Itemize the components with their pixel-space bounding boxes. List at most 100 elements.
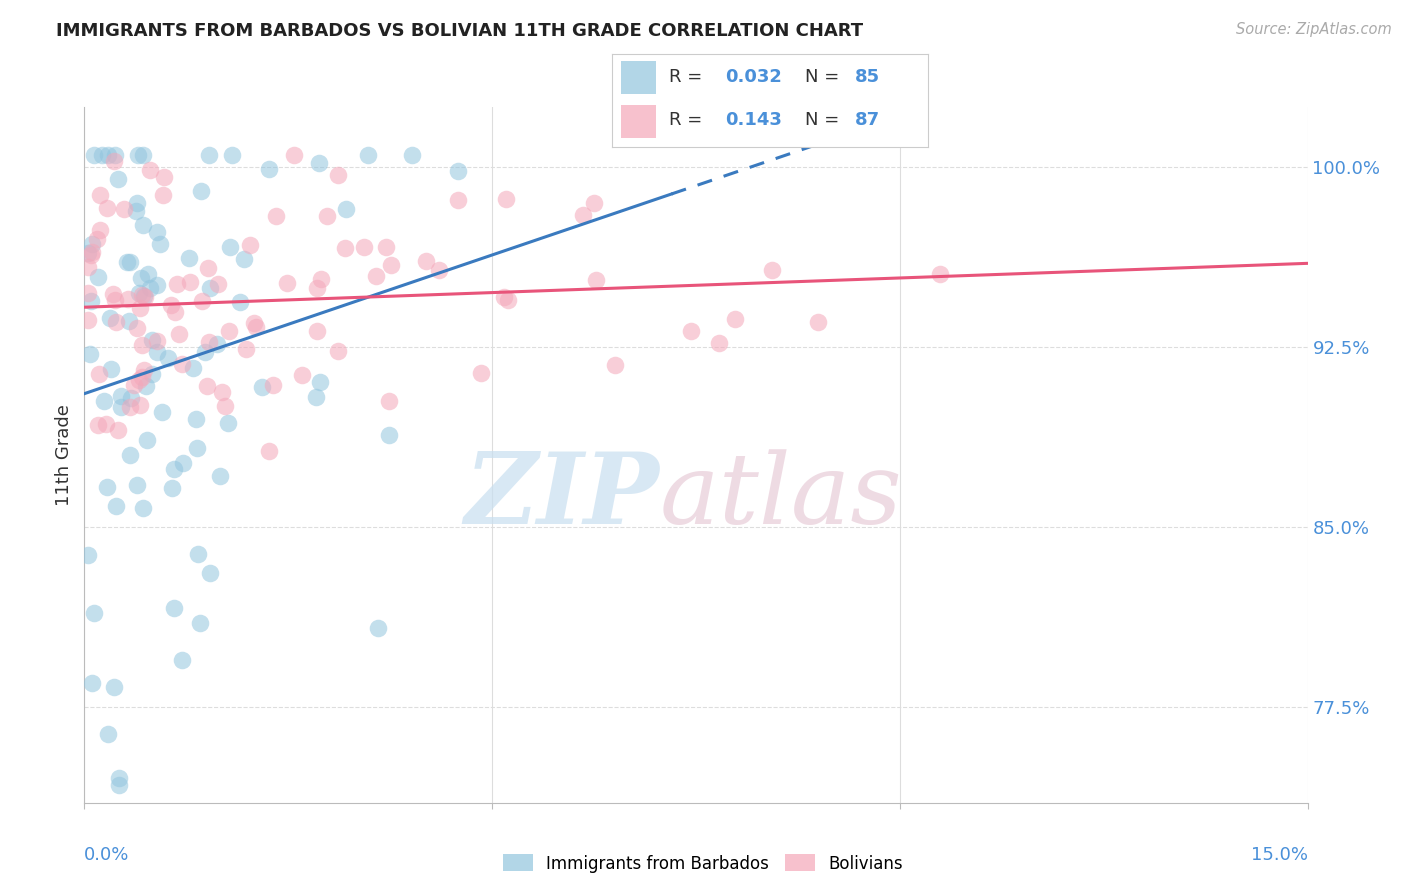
Point bbox=[89, 222, 111, 236]
Point bbox=[163, 462, 186, 476]
Point bbox=[190, 294, 212, 309]
Point bbox=[103, 153, 125, 168]
Point bbox=[200, 566, 222, 581]
Point bbox=[291, 368, 314, 382]
Point bbox=[198, 334, 221, 349]
Point bbox=[217, 416, 239, 430]
Point bbox=[153, 169, 176, 184]
Point bbox=[166, 277, 188, 291]
Point bbox=[494, 290, 516, 304]
Point bbox=[117, 293, 139, 307]
Point bbox=[152, 188, 174, 202]
Point bbox=[197, 260, 219, 275]
Point bbox=[104, 293, 127, 308]
Point bbox=[82, 675, 104, 690]
Point bbox=[125, 477, 148, 491]
Bar bbox=[621, 105, 655, 138]
Point bbox=[264, 209, 287, 223]
Point bbox=[582, 195, 605, 210]
Point bbox=[218, 324, 240, 338]
Point bbox=[96, 480, 118, 494]
Point bbox=[328, 168, 350, 182]
Text: 0.143: 0.143 bbox=[725, 112, 782, 129]
Point bbox=[128, 373, 150, 387]
Point bbox=[197, 148, 219, 162]
Point bbox=[135, 378, 157, 392]
Point bbox=[170, 652, 193, 666]
Point bbox=[127, 148, 149, 162]
Point bbox=[357, 148, 380, 162]
Point bbox=[83, 606, 105, 620]
Point bbox=[709, 336, 731, 351]
Point bbox=[724, 312, 747, 326]
Point bbox=[125, 321, 148, 335]
Point bbox=[415, 254, 437, 268]
Point bbox=[146, 277, 169, 292]
Text: 0.0%: 0.0% bbox=[84, 846, 129, 864]
Point bbox=[378, 428, 401, 442]
Point bbox=[571, 208, 593, 222]
Point bbox=[214, 399, 236, 413]
Point bbox=[97, 148, 120, 162]
Point bbox=[179, 251, 201, 265]
Point bbox=[170, 358, 193, 372]
Point bbox=[104, 500, 127, 514]
Point bbox=[309, 272, 332, 286]
Point bbox=[124, 377, 146, 392]
Point bbox=[146, 345, 169, 359]
Point bbox=[107, 423, 129, 437]
Point bbox=[681, 324, 703, 338]
Point bbox=[146, 225, 169, 239]
Point bbox=[257, 444, 280, 458]
Point bbox=[77, 549, 100, 563]
Point bbox=[149, 236, 172, 251]
Point bbox=[145, 334, 167, 348]
Point bbox=[375, 240, 398, 254]
Point bbox=[112, 202, 135, 216]
Point bbox=[163, 601, 186, 615]
Point bbox=[257, 161, 280, 176]
Text: N =: N = bbox=[804, 112, 845, 129]
Point bbox=[131, 288, 153, 302]
Point bbox=[91, 148, 114, 162]
Point bbox=[134, 290, 156, 304]
Point bbox=[128, 301, 150, 315]
Point bbox=[807, 315, 830, 329]
Point bbox=[98, 311, 121, 326]
Point bbox=[135, 433, 157, 447]
Point bbox=[194, 345, 217, 359]
Point bbox=[141, 333, 163, 347]
Point bbox=[335, 241, 357, 255]
Point bbox=[219, 239, 242, 253]
Point bbox=[239, 238, 262, 252]
Point bbox=[120, 400, 142, 414]
Y-axis label: 11th Grade: 11th Grade bbox=[55, 404, 73, 506]
Point bbox=[427, 263, 450, 277]
Point bbox=[232, 252, 254, 267]
Point bbox=[77, 246, 100, 260]
Point bbox=[108, 771, 131, 785]
Point bbox=[242, 316, 264, 330]
Point bbox=[198, 280, 221, 294]
Point bbox=[276, 277, 298, 291]
Point bbox=[160, 482, 183, 496]
Point bbox=[186, 442, 208, 456]
Point bbox=[283, 148, 305, 162]
Point bbox=[470, 366, 492, 380]
Point bbox=[128, 398, 150, 412]
Text: N =: N = bbox=[804, 69, 845, 87]
Point bbox=[134, 288, 156, 302]
Point bbox=[87, 417, 110, 432]
Point bbox=[172, 456, 194, 470]
Point bbox=[305, 324, 328, 338]
Text: R =: R = bbox=[669, 69, 707, 87]
Point bbox=[104, 148, 127, 162]
Point bbox=[263, 377, 285, 392]
Point bbox=[221, 148, 243, 162]
Point bbox=[80, 237, 103, 252]
Point bbox=[328, 343, 350, 358]
Text: 15.0%: 15.0% bbox=[1250, 846, 1308, 864]
Point bbox=[205, 337, 228, 351]
Point bbox=[80, 293, 103, 308]
Point bbox=[245, 320, 267, 334]
